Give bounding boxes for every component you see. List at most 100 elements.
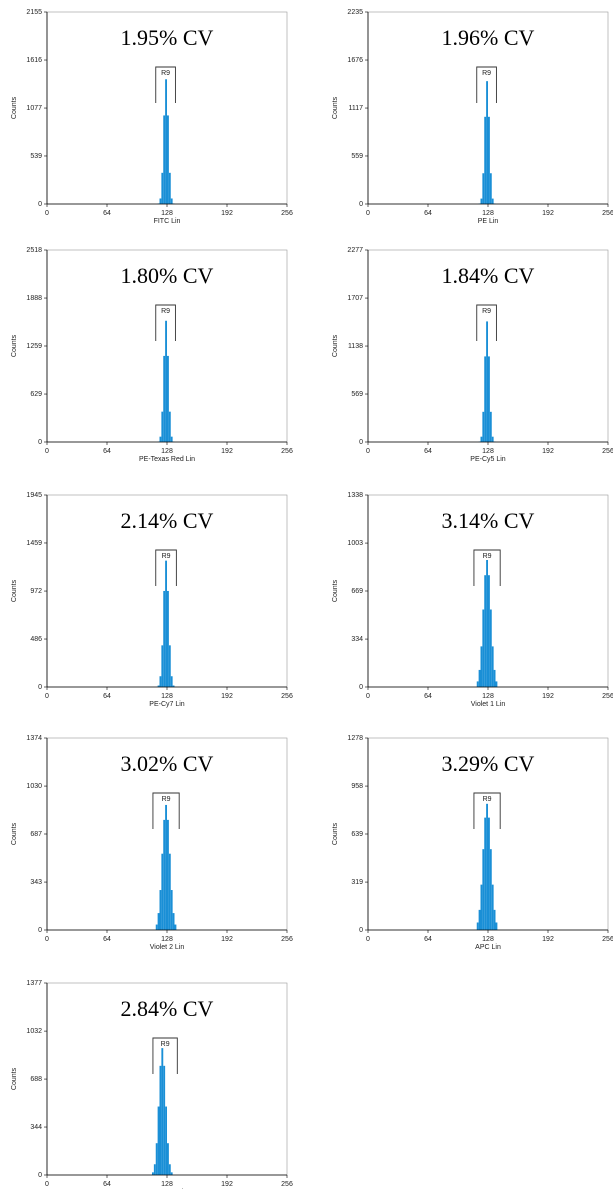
bar	[174, 924, 177, 930]
x-tick-label: 256	[602, 936, 613, 943]
bar	[167, 115, 169, 204]
bar	[478, 669, 481, 687]
x-tick-label: 192	[542, 693, 554, 700]
x-tick-label: 64	[103, 693, 111, 700]
x-tick-label: 64	[424, 693, 432, 700]
x-tick-label: 192	[542, 210, 554, 217]
bar	[170, 436, 173, 442]
x-tick-label: 64	[424, 210, 432, 217]
y-tick-label: 343	[30, 879, 42, 886]
bar	[482, 609, 485, 687]
bar	[165, 320, 167, 442]
bar	[170, 890, 173, 930]
y-axis-label: Counts	[11, 579, 18, 602]
y-tick-label: 539	[30, 153, 42, 160]
y-tick-label: 1077	[26, 105, 42, 112]
gate	[152, 792, 180, 829]
y-tick-label: 669	[351, 588, 363, 595]
x-axis-label: FITC Lin	[154, 218, 181, 225]
x-tick-label: 64	[424, 936, 432, 943]
y-tick-label: 2155	[26, 9, 42, 16]
bar	[495, 922, 498, 930]
bar	[168, 172, 171, 204]
x-tick-label: 0	[45, 693, 49, 700]
x-tick-label: 128	[482, 448, 494, 455]
x-tick-label: 128	[161, 693, 173, 700]
x-tick-label: 128	[161, 936, 173, 943]
chart-title: 2.14% CV	[121, 508, 214, 533]
x-axis-label: PE Lin	[478, 218, 499, 225]
bar	[480, 198, 483, 204]
chart-title: 1.84% CV	[442, 263, 535, 288]
bar	[482, 173, 485, 204]
gate-label: R9	[162, 553, 171, 560]
y-axis-label: Counts	[332, 822, 339, 845]
x-tick-label: 0	[45, 448, 49, 455]
y-tick-label: 1459	[26, 540, 42, 547]
bar	[484, 116, 487, 204]
y-tick-label: 0	[359, 439, 363, 446]
chart-title: 3.29% CV	[442, 751, 535, 776]
y-axis-label: Counts	[332, 334, 339, 357]
x-tick-label: 192	[542, 936, 554, 943]
gate-label: R9	[162, 796, 171, 803]
bar	[157, 1106, 160, 1175]
bar	[163, 590, 166, 687]
bar	[159, 676, 162, 687]
y-tick-label: 0	[359, 201, 363, 208]
bar	[168, 645, 171, 687]
chart-title: 1.95% CV	[121, 25, 214, 50]
y-tick-label: 1003	[347, 540, 363, 547]
gate-label: R9	[161, 1041, 170, 1048]
y-tick-label: 1374	[26, 735, 42, 742]
gate	[473, 792, 501, 829]
x-tick-label: 128	[161, 1181, 173, 1188]
gate-label: R9	[161, 70, 170, 77]
y-tick-label: 1032	[26, 1028, 42, 1035]
y-tick-label: 334	[351, 636, 363, 643]
bar	[491, 646, 494, 687]
y-axis-label: Counts	[11, 822, 18, 845]
x-tick-label: 192	[221, 210, 233, 217]
bar	[153, 1164, 156, 1175]
x-tick-label: 64	[103, 448, 111, 455]
bar	[480, 436, 483, 442]
x-tick-label: 256	[281, 693, 293, 700]
y-axis-label: Counts	[11, 96, 18, 119]
bar	[168, 411, 171, 442]
bar	[493, 909, 496, 930]
x-axis-label: PE-Cy7 Lin	[149, 701, 185, 708]
bar	[161, 172, 164, 204]
bar	[486, 803, 488, 930]
bar	[167, 355, 169, 442]
y-tick-label: 0	[38, 927, 42, 934]
bar	[491, 436, 494, 442]
x-tick-label: 0	[45, 936, 49, 943]
gate-label: R9	[482, 70, 491, 77]
bar	[168, 1164, 171, 1175]
bar	[161, 1048, 164, 1175]
y-tick-label: 958	[351, 783, 363, 790]
x-tick-label: 256	[281, 210, 293, 217]
x-tick-label: 64	[424, 448, 432, 455]
bar	[484, 356, 487, 442]
y-tick-label: 1945	[26, 492, 42, 499]
x-tick-label: 0	[366, 448, 370, 455]
y-tick-label: 2235	[347, 9, 363, 16]
y-tick-label: 1338	[347, 492, 363, 499]
x-axis-label: Violet 1 Lin	[471, 701, 506, 708]
y-tick-label: 688	[30, 1076, 42, 1083]
bar	[491, 884, 494, 930]
bar	[486, 81, 488, 204]
x-tick-label: 0	[45, 1181, 49, 1188]
bar	[480, 646, 483, 687]
bar	[170, 198, 173, 204]
gate-label: R9	[482, 308, 491, 315]
bar	[482, 849, 485, 930]
bar	[168, 853, 171, 930]
bar	[157, 913, 160, 930]
bar	[163, 1065, 166, 1175]
gate-label: R9	[483, 796, 492, 803]
x-axis-label: PE-Cy5 Lin	[470, 456, 506, 463]
x-tick-label: 64	[103, 936, 111, 943]
